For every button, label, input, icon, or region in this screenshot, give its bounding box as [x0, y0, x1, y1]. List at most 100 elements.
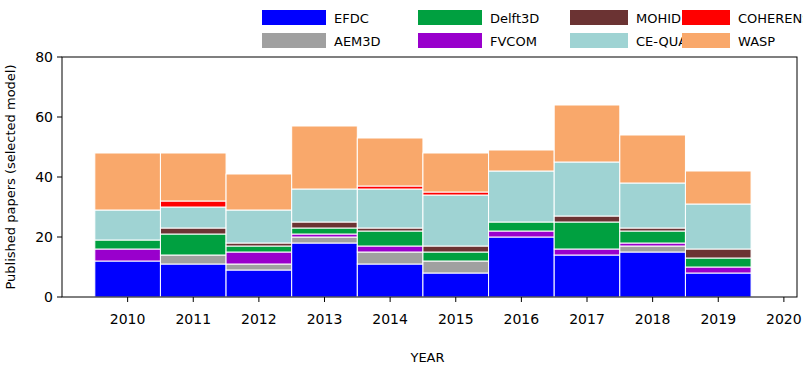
- x-tick: [783, 297, 784, 302]
- legend-swatch: [418, 10, 482, 25]
- bar: [489, 222, 555, 231]
- bar: [160, 201, 226, 207]
- y-tick-label: 0: [44, 289, 53, 305]
- bar: [685, 273, 751, 297]
- x-axis-label: YEAR: [409, 350, 444, 365]
- bar: [685, 267, 751, 273]
- legend-swatch: [682, 10, 730, 25]
- x-tick-label: 2016: [504, 311, 540, 327]
- legend-label: Delft3D: [490, 11, 539, 26]
- y-tick-label: 20: [35, 229, 53, 245]
- y-tick: [57, 297, 62, 298]
- bar: [95, 153, 161, 210]
- y-tick-label: 40: [35, 169, 53, 185]
- legend-swatch: [570, 10, 628, 25]
- chart: 0204060802010201120122013201420152016201…: [0, 0, 803, 369]
- bar: [554, 216, 620, 222]
- bar: [160, 207, 226, 228]
- bar: [160, 228, 226, 234]
- legend-label: EFDC: [334, 11, 369, 26]
- x-tick: [521, 297, 522, 302]
- legend-swatch: [682, 33, 730, 48]
- x-tick-label: 2017: [569, 311, 605, 327]
- legend-swatch: [262, 10, 326, 25]
- bar: [292, 228, 358, 234]
- bar: [292, 189, 358, 222]
- bar: [357, 138, 423, 186]
- bar: [357, 231, 423, 246]
- bar: [226, 174, 292, 210]
- x-tick: [193, 297, 194, 302]
- y-tick: [57, 177, 62, 178]
- bar: [620, 231, 686, 243]
- bar: [685, 171, 751, 204]
- x-tick-label: 2019: [700, 311, 736, 327]
- bar: [423, 261, 489, 273]
- bar: [160, 255, 226, 264]
- bar: [423, 246, 489, 252]
- x-tick: [258, 297, 259, 302]
- bar: [489, 231, 555, 237]
- legend-label: COHERENS: [738, 11, 803, 26]
- legend-label: FVCOM: [490, 34, 537, 49]
- bars: [95, 105, 751, 297]
- y-tick: [57, 117, 62, 118]
- bar: [620, 252, 686, 297]
- x-tick-label: 2011: [175, 311, 211, 327]
- bar: [685, 249, 751, 258]
- x-tick-label: 2013: [307, 311, 343, 327]
- bar: [423, 153, 489, 192]
- bar: [226, 210, 292, 243]
- bar: [357, 264, 423, 297]
- bar: [489, 150, 555, 171]
- x-tick: [718, 297, 719, 302]
- x-tick-label: 2020: [766, 311, 802, 327]
- x-tick: [324, 297, 325, 302]
- bar: [292, 126, 358, 189]
- y-axis-label: Published papers (selected model): [3, 64, 18, 289]
- bar: [95, 249, 161, 261]
- bar: [489, 171, 555, 222]
- bar: [292, 243, 358, 297]
- y-tick: [57, 57, 62, 58]
- bar: [292, 237, 358, 243]
- bar: [292, 222, 358, 228]
- bar: [226, 264, 292, 270]
- x-tick-label: 2015: [438, 311, 474, 327]
- x-tick: [390, 297, 391, 302]
- x-tick: [587, 297, 588, 302]
- bar: [160, 153, 226, 201]
- legend-label: WASP: [738, 34, 775, 49]
- legend-swatch: [418, 33, 482, 48]
- bar: [226, 252, 292, 264]
- bar: [554, 162, 620, 216]
- y-tick: [57, 237, 62, 238]
- bar: [226, 270, 292, 297]
- bar: [95, 261, 161, 297]
- x-tick: [127, 297, 128, 302]
- bar: [357, 252, 423, 264]
- y-tick-label: 60: [35, 109, 53, 125]
- x-tick: [455, 297, 456, 302]
- bar: [620, 135, 686, 183]
- bar: [620, 246, 686, 252]
- bar: [423, 195, 489, 246]
- bar: [685, 204, 751, 249]
- bar: [554, 105, 620, 162]
- bar: [554, 222, 620, 249]
- legend-swatch: [262, 33, 326, 48]
- bar: [423, 273, 489, 297]
- legend-label: AEM3D: [334, 34, 381, 49]
- x-tick-label: 2012: [241, 311, 277, 327]
- bar: [489, 237, 555, 297]
- x-tick-label: 2014: [372, 311, 408, 327]
- bar: [423, 252, 489, 261]
- bar: [160, 234, 226, 255]
- bar: [95, 240, 161, 249]
- y-tick-label: 80: [35, 49, 53, 65]
- bar: [685, 258, 751, 267]
- bar: [554, 249, 620, 255]
- x-tick: [652, 297, 653, 302]
- legend-swatch: [570, 33, 628, 48]
- bar: [620, 183, 686, 228]
